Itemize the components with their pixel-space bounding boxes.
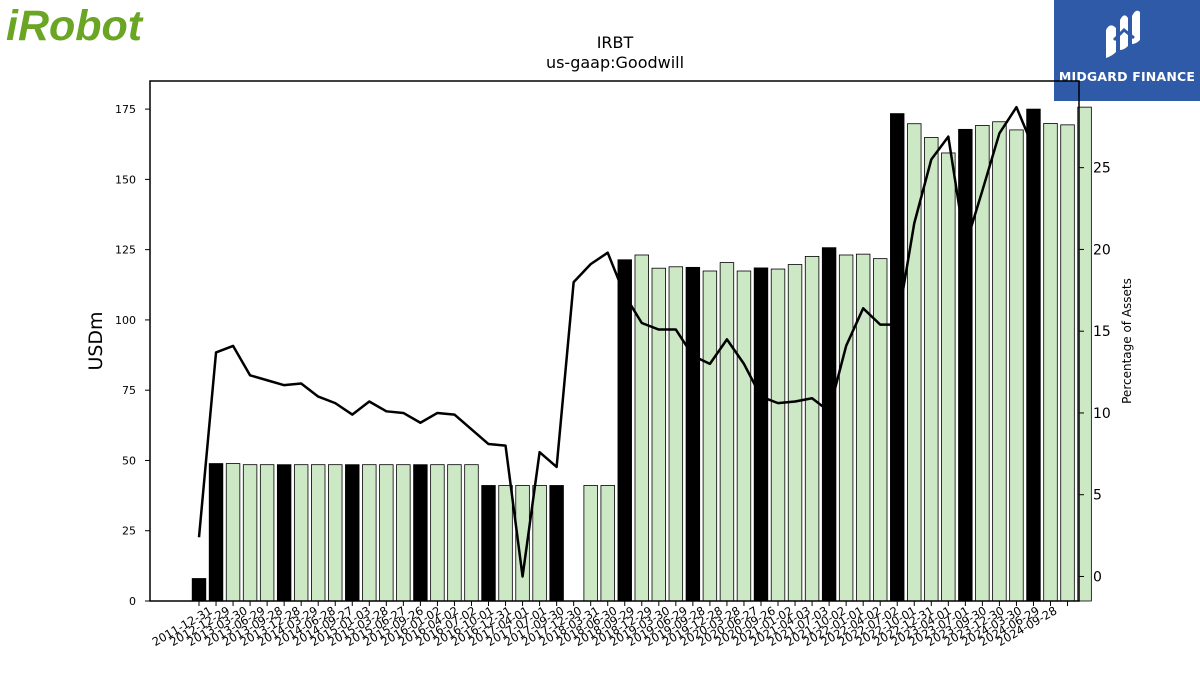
bar-2014-03-29 xyxy=(345,464,360,602)
bar-2018-09-29 xyxy=(651,267,667,602)
bar-2021-10-02 xyxy=(855,253,871,602)
y2-tick-label-25: 25 xyxy=(1093,161,1111,177)
y-axis-label: USDm xyxy=(85,311,107,370)
bar-2019-09-28 xyxy=(719,262,735,602)
irobot-logo-text: iRobot xyxy=(6,2,144,46)
bar-2020-03-28 xyxy=(753,267,769,602)
irobot-logo: iRobot xyxy=(6,2,176,50)
percentage-line xyxy=(197,105,1035,578)
bar-2013-12-28 xyxy=(328,464,343,602)
bar-2015-09-26 xyxy=(447,464,462,602)
bar-2024-03-30 xyxy=(1026,108,1041,602)
bar-2013-09-28 xyxy=(311,464,326,602)
y-tick-label-75: 75 xyxy=(122,384,136,397)
bar-2016-07-02 xyxy=(498,485,513,602)
bar-2012-12-29 xyxy=(259,464,275,602)
bar-2023-07-01 xyxy=(975,125,990,602)
y2-tick-label-0: 0 xyxy=(1093,569,1102,585)
bar-2017-12-30 xyxy=(600,485,615,602)
bar-2015-01-03 xyxy=(396,464,411,602)
bar-2016-04-02 xyxy=(481,485,496,602)
bar-2020-09-26 xyxy=(787,264,803,602)
bar-2018-12-29 xyxy=(668,266,684,602)
midgard-finance-logo: MIDGARD FINANCE xyxy=(1054,0,1200,101)
bar-2022-12-31 xyxy=(941,152,956,602)
bar-2019-06-29 xyxy=(702,270,718,602)
bar-2023-09-30 xyxy=(992,121,1007,602)
bar-2018-03-31 xyxy=(617,259,632,602)
bar-2014-09-27 xyxy=(379,464,394,602)
bar-2015-03-28 xyxy=(413,464,428,602)
bar-2015-06-27 xyxy=(430,464,445,602)
bar-2021-07-03 xyxy=(838,254,854,602)
bar-2013-03-30 xyxy=(276,464,292,602)
bar-2013-06-29 xyxy=(293,464,309,602)
y2-tick-label-10: 10 xyxy=(1093,406,1111,422)
bar-2016-12-31 xyxy=(532,485,547,602)
bar-2022-04-02 xyxy=(890,113,905,602)
bar-2011-12-31 xyxy=(191,578,207,602)
y-tick-label-150: 150 xyxy=(115,173,136,186)
bar-2021-04-03 xyxy=(821,247,837,602)
bar-2023-12-30 xyxy=(1009,129,1024,602)
bar-2020-06-27 xyxy=(770,268,786,602)
bar-2022-07-02 xyxy=(907,123,922,602)
y-tick-label-50: 50 xyxy=(122,454,136,467)
y2-tick-label-20: 20 xyxy=(1093,242,1111,258)
y-tick-label-125: 125 xyxy=(115,244,136,257)
bar-2022-10-01 xyxy=(924,137,939,602)
bar-2014-06-28 xyxy=(362,464,377,602)
bar-2019-03-30 xyxy=(685,266,701,602)
y-tick-label-100: 100 xyxy=(115,314,136,327)
bar-2018-06-30 xyxy=(634,254,649,602)
y2-tick-label-5: 5 xyxy=(1093,488,1102,504)
y-tick-label-175: 175 xyxy=(115,103,136,116)
chart-title: IRBT xyxy=(597,33,634,52)
bar-2022-01-01 xyxy=(873,258,888,602)
bar-2016-01-02 xyxy=(464,464,479,602)
midgard-emblem-icon xyxy=(1106,10,1140,58)
bar-2012-09-29 xyxy=(242,464,258,602)
bar-2012-03-31 xyxy=(208,463,224,602)
bar-2012-06-30 xyxy=(225,463,241,602)
bar-2021-01-02 xyxy=(804,255,820,602)
y-tick-label-25: 25 xyxy=(122,525,136,538)
bar-2024-06-29 xyxy=(1043,123,1058,602)
bar-2023-04-01 xyxy=(958,128,973,602)
midgard-finance-text: MIDGARD FINANCE xyxy=(1058,69,1196,84)
bar-2024-09-28 xyxy=(1060,124,1075,602)
y2-axis-label: Percentage of Assets xyxy=(1120,278,1134,404)
chart-subtitle: us-gaap:Goodwill xyxy=(546,53,684,72)
plot-frame xyxy=(149,80,1080,602)
bar-2017-04-01 xyxy=(549,485,564,602)
bar-2017-09-30 xyxy=(583,485,598,602)
y-tick-label-0: 0 xyxy=(129,595,136,608)
bar-undefined xyxy=(1077,106,1092,602)
bar-2019-12-28 xyxy=(736,270,752,602)
y2-tick-label-15: 15 xyxy=(1093,324,1111,340)
